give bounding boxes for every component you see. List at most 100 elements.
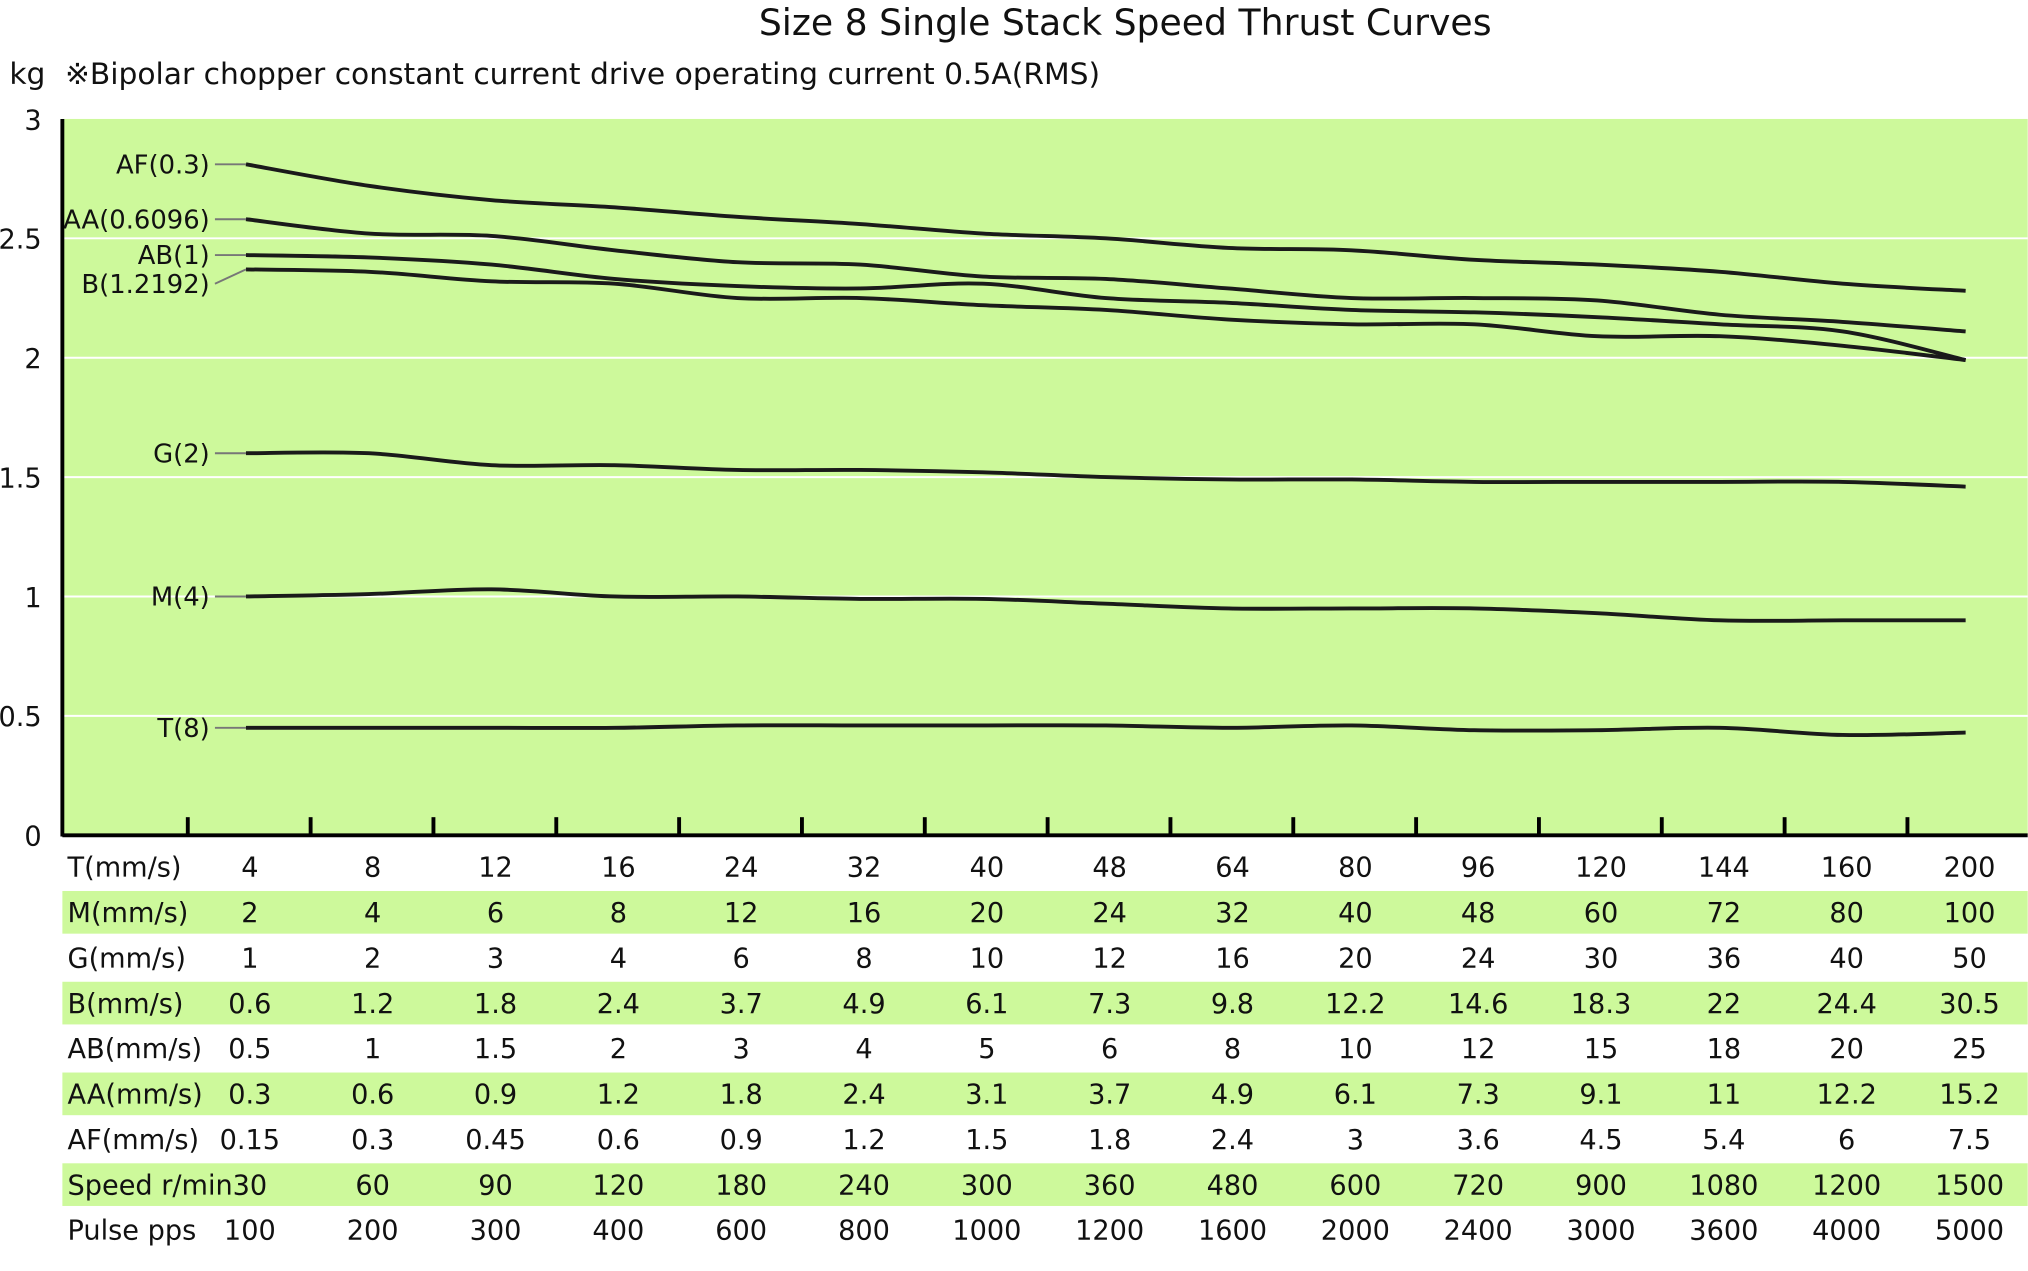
- table-row-label: Speed r/min: [68, 1170, 233, 1201]
- table-row-label: Pulse pps: [68, 1216, 197, 1247]
- table-cell: 1.8: [1088, 1125, 1131, 1156]
- table-cell: 16: [1215, 943, 1250, 974]
- table-cell: 1.2: [842, 1125, 885, 1156]
- table-cell: 80: [1829, 898, 1864, 929]
- table-cell: 300: [470, 1216, 522, 1247]
- table-cell: 24.4: [1816, 989, 1876, 1020]
- table-cell: 14.6: [1448, 989, 1508, 1020]
- y-tick-label: 1.5: [0, 463, 42, 494]
- table-cell: 12: [1461, 1034, 1496, 1065]
- table-cell: 12: [478, 853, 513, 884]
- table-cell: 4: [610, 943, 627, 974]
- table-cell: 8: [855, 943, 872, 974]
- table-cell: 60: [355, 1170, 390, 1201]
- table-cell: 3: [733, 1034, 750, 1065]
- table-cell: 3: [1347, 1125, 1364, 1156]
- table-cell: 24: [724, 853, 759, 884]
- series-leader-line: [214, 268, 247, 285]
- series-label: M(4): [151, 583, 210, 613]
- series-label: AA(0.6096): [63, 205, 210, 235]
- table-row-band: [62, 1163, 2028, 1206]
- chart-subtitle: ※Bipolar chopper constant current drive …: [65, 57, 1100, 92]
- series-line: [245, 723, 1966, 738]
- table-cell: 3600: [1689, 1216, 1758, 1247]
- table-cell: 0.6: [351, 1080, 394, 1111]
- table-cell: 90: [478, 1170, 513, 1201]
- table-cell: 12.2: [1325, 989, 1385, 1020]
- table-cell: 36: [1707, 943, 1742, 974]
- series-label: G(2): [153, 439, 210, 469]
- chart-title: Size 8 Single Stack Speed Thrust Curves: [759, 1, 1492, 44]
- table-cell: 12: [724, 898, 759, 929]
- table-row-label: T(mm/s): [67, 853, 182, 884]
- y-tick-label: 3: [24, 105, 41, 136]
- table-cell: 10: [970, 943, 1005, 974]
- table-cell: 4: [855, 1034, 872, 1065]
- table-cell: 100: [1944, 898, 1996, 929]
- table-cell: 1200: [1812, 1170, 1881, 1201]
- table-cell: 400: [592, 1216, 644, 1247]
- table-cell: 25: [1952, 1034, 1987, 1065]
- table-cell: 5: [978, 1034, 995, 1065]
- table-cell: 48: [1092, 853, 1127, 884]
- y-tick-label: 2.5: [0, 225, 42, 256]
- table-cell: 18.3: [1571, 989, 1631, 1020]
- table-cell: 30: [1584, 943, 1619, 974]
- table-cell: 2: [241, 898, 258, 929]
- table-cell: 80: [1338, 853, 1373, 884]
- table-cell: 800: [838, 1216, 890, 1247]
- table-cell: 24: [1092, 898, 1127, 929]
- table-cell: 50: [1952, 943, 1987, 974]
- table-cell: 2.4: [1211, 1125, 1254, 1156]
- table-cell: 120: [1575, 853, 1627, 884]
- table-cell: 8: [610, 898, 627, 929]
- series-line: [245, 587, 1966, 623]
- table-cell: 0.9: [720, 1125, 763, 1156]
- table-cell: 6: [1101, 1034, 1118, 1065]
- table-cell: 9.1: [1579, 1080, 1622, 1111]
- table-cell: 3000: [1566, 1216, 1635, 1247]
- series-label: AB(1): [138, 241, 210, 271]
- table-cell: 2000: [1321, 1216, 1390, 1247]
- table-row-band: [62, 1072, 2028, 1116]
- table-cell: 6: [733, 943, 750, 974]
- series-line: [245, 253, 1967, 363]
- table-cell: 32: [847, 853, 882, 884]
- table-cell: 8: [364, 853, 381, 884]
- table-cell: 2.4: [597, 989, 640, 1020]
- table-cell: 0.3: [228, 1080, 271, 1111]
- table-row-label: B(mm/s): [68, 989, 184, 1020]
- table-cell: 1080: [1689, 1170, 1758, 1201]
- table-cell: 72: [1707, 898, 1742, 929]
- table-cell: 4.9: [842, 989, 885, 1020]
- table-row-band: [62, 890, 2028, 934]
- table-cell: 12: [1092, 943, 1127, 974]
- table-cell: 1500: [1935, 1170, 2004, 1201]
- table-cell: 30: [233, 1170, 268, 1201]
- table-row-label: AF(mm/s): [68, 1125, 200, 1156]
- table-cell: 144: [1698, 853, 1750, 884]
- table-cell: 12.2: [1816, 1080, 1876, 1111]
- y-tick-label: 1: [24, 583, 41, 614]
- table-cell: 1000: [952, 1216, 1021, 1247]
- table-cell: 0.15: [220, 1125, 280, 1156]
- table-cell: 720: [1452, 1170, 1504, 1201]
- table-cell: 4: [241, 853, 258, 884]
- series-label: T(8): [156, 714, 209, 744]
- table-cell: 20: [1338, 943, 1373, 974]
- table-cell: 0.45: [465, 1125, 525, 1156]
- series-label: B(1.2192): [81, 270, 209, 300]
- table-cell: 20: [970, 898, 1005, 929]
- table-cell: 16: [847, 898, 882, 929]
- table-cell: 1600: [1198, 1216, 1267, 1247]
- table-row-label: AA(mm/s): [68, 1080, 203, 1111]
- table-cell: 1200: [1075, 1216, 1144, 1247]
- table-cell: 2: [364, 943, 381, 974]
- table-cell: 96: [1461, 853, 1496, 884]
- table-cell: 5.4: [1702, 1125, 1745, 1156]
- table-cell: 6: [1838, 1125, 1855, 1156]
- table-cell: 30.5: [1939, 989, 1999, 1020]
- table-cell: 2.4: [842, 1080, 885, 1111]
- table-cell: 360: [1084, 1170, 1136, 1201]
